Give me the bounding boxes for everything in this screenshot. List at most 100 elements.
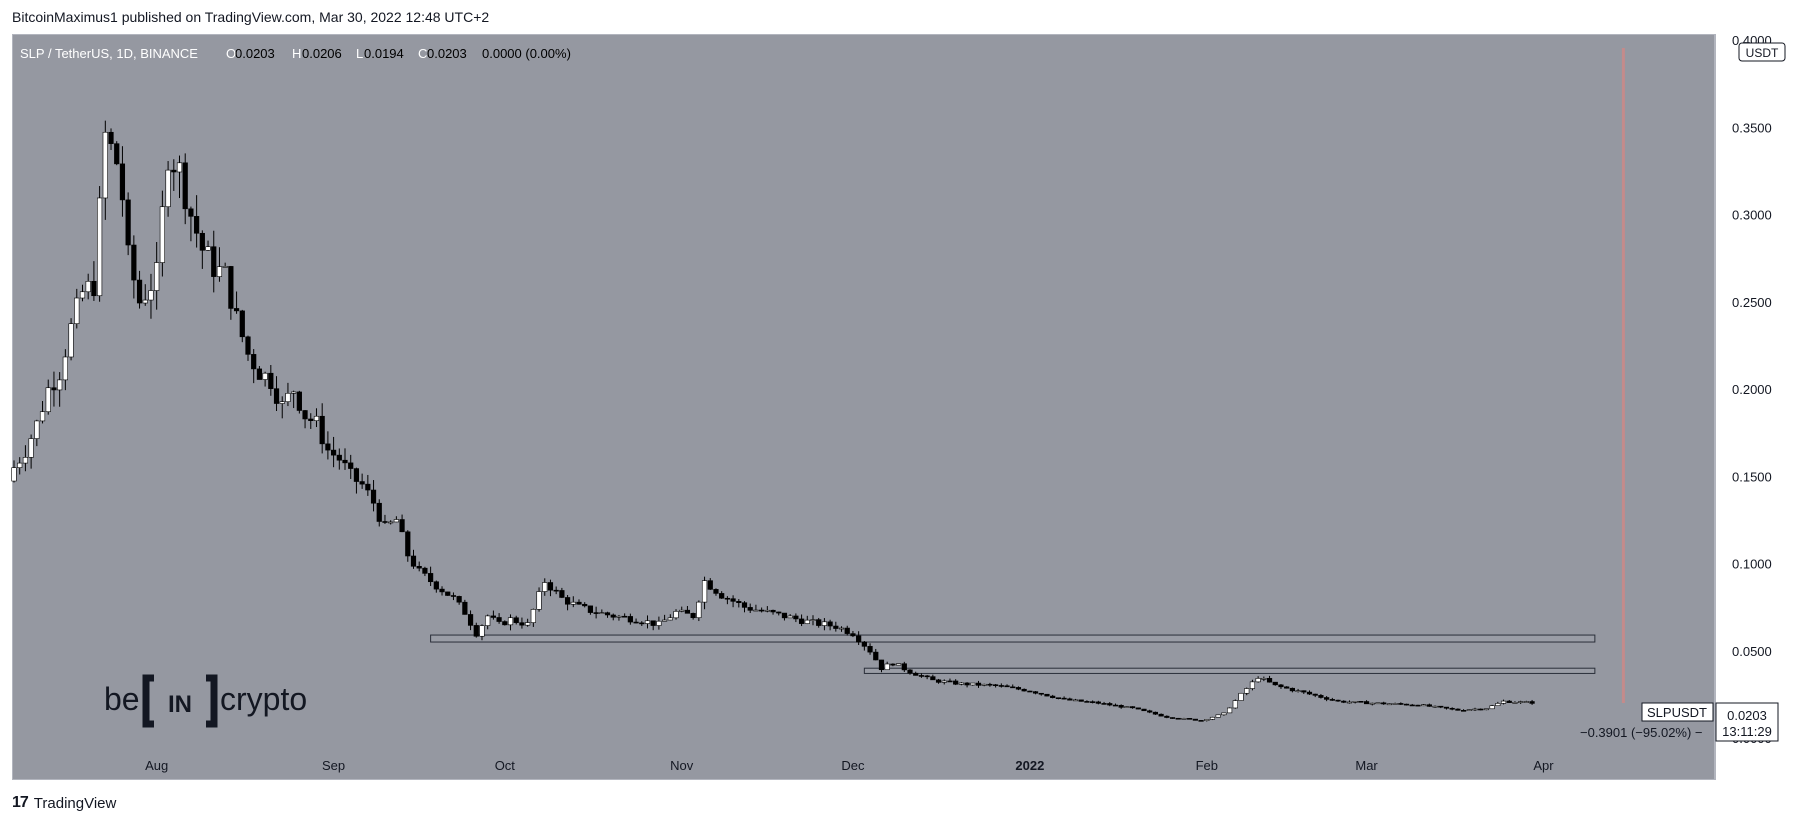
- support-lines: [430, 634, 1596, 674]
- candle-body: [1255, 678, 1261, 683]
- support-line[interactable]: [863, 667, 1596, 674]
- candle-body: [57, 379, 63, 391]
- candle-body: [433, 581, 439, 590]
- legend-high-label: H: [292, 46, 301, 61]
- price-axis-ticks: 0.40000.35000.30000.25000.20000.15000.10…: [1732, 33, 1772, 746]
- candle-body: [279, 401, 285, 404]
- candle-body: [222, 266, 228, 268]
- candle-body: [827, 621, 833, 627]
- candle-body: [462, 601, 468, 615]
- footer: 17 TradingView: [12, 794, 116, 812]
- candle-body: [924, 675, 930, 678]
- support-line[interactable]: [430, 634, 1596, 643]
- candle-body: [1141, 708, 1147, 712]
- candle-body: [542, 582, 548, 592]
- candle-body: [878, 659, 885, 671]
- candle-body: [490, 615, 496, 618]
- candle-body: [262, 372, 268, 380]
- x-tick-label: Oct: [495, 758, 516, 773]
- candle-body: [85, 281, 91, 293]
- candle-body: [1010, 686, 1016, 689]
- candle-body: [34, 420, 40, 439]
- candle-body: [171, 169, 177, 173]
- x-tick-label: Mar: [1355, 758, 1378, 773]
- candle-body: [1107, 703, 1113, 706]
- candle-body: [296, 391, 302, 411]
- candle-body: [456, 596, 462, 603]
- candle-body: [1261, 678, 1267, 680]
- candle-body: [359, 481, 365, 485]
- legend-low-value: 0.0194: [364, 46, 404, 61]
- candle-body: [770, 609, 776, 613]
- candle-body: [1472, 708, 1478, 711]
- candle-body: [1021, 688, 1027, 692]
- candle-body: [97, 197, 103, 297]
- candle-body: [633, 621, 639, 624]
- candle-body: [1266, 678, 1273, 683]
- candle-body: [1449, 707, 1455, 710]
- price-tag-countdown: 13:11:29: [1722, 724, 1772, 739]
- candle-body: [713, 589, 719, 594]
- candle-body: [91, 281, 97, 297]
- chart-pane[interactable]: [13, 35, 1715, 780]
- candle-body: [39, 411, 46, 422]
- candle-body: [1227, 707, 1233, 714]
- chart-frame: [12, 34, 1715, 780]
- candle-body: [1466, 709, 1472, 711]
- candle-body: [1478, 708, 1484, 711]
- candle-body: [194, 216, 200, 234]
- symbol-tag-label: SLPUSDT: [1647, 705, 1707, 720]
- candle-body: [964, 682, 970, 686]
- candle-body: [1289, 687, 1295, 692]
- candle-body: [895, 663, 902, 666]
- candle-body: [51, 387, 57, 391]
- candle-body: [348, 462, 354, 469]
- candle-body: [622, 615, 628, 618]
- candle-body: [1215, 714, 1221, 718]
- watermark-middle: IN: [168, 691, 192, 718]
- candle-body: [1460, 710, 1467, 712]
- legend-close-value: 0.0203: [427, 46, 467, 61]
- candle-body: [673, 611, 679, 619]
- candle-body: [74, 297, 80, 324]
- candle-body: [553, 589, 559, 592]
- candle-body: [582, 603, 588, 607]
- candle-body: [142, 299, 148, 304]
- x-tick-label: Feb: [1196, 758, 1218, 773]
- candle-body: [930, 676, 936, 681]
- candle-body: [519, 622, 525, 626]
- candle-body: [1432, 705, 1438, 708]
- candle-body: [867, 646, 873, 653]
- measure-label: −0.3901 (−95.02%) −: [1580, 725, 1703, 740]
- candle-body: [1483, 708, 1490, 711]
- price-axis[interactable]: [1716, 35, 1813, 780]
- candle-body: [176, 162, 183, 173]
- candle-body: [833, 625, 839, 629]
- candle-body: [1301, 690, 1307, 693]
- candle-body: [1015, 687, 1022, 690]
- candle-body: [719, 593, 725, 599]
- candle-body: [1244, 688, 1250, 694]
- candle-body: [1209, 716, 1216, 720]
- candle-body: [148, 290, 154, 301]
- candle-body: [570, 601, 576, 605]
- candle-body: [890, 663, 896, 666]
- candle-body: [502, 621, 508, 626]
- candle-body: [918, 675, 925, 677]
- currency-badge[interactable]: [1738, 42, 1786, 62]
- candle-body: [1324, 697, 1330, 700]
- y-tick-label: 0.3500: [1732, 120, 1772, 135]
- candle-body: [239, 310, 245, 338]
- candle-body: [804, 619, 810, 624]
- candle-body: [901, 663, 907, 671]
- candle-body: [410, 555, 417, 567]
- currency-badge-label: USDT: [1746, 46, 1779, 60]
- candle-body: [45, 387, 51, 413]
- x-tick-label: Nov: [670, 758, 694, 773]
- candle-body: [1204, 719, 1210, 721]
- candle-body: [336, 454, 342, 461]
- candle-body: [667, 617, 673, 621]
- symbol-tag: [1641, 702, 1714, 722]
- candle-body: [873, 651, 879, 661]
